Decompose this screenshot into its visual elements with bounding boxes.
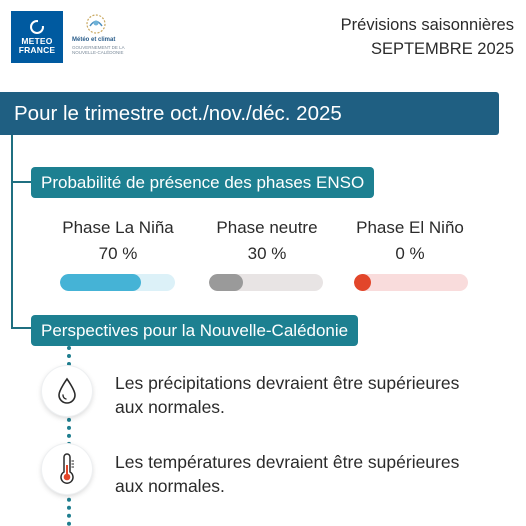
progress-el-nino <box>354 274 468 291</box>
title-line1: Prévisions saisonnières <box>340 16 514 34</box>
progress-fill <box>60 274 141 291</box>
phase-la-nina: Phase La Niña 70 % <box>48 218 188 264</box>
phase-name: Phase neutre <box>216 218 318 237</box>
progress-la-nina <box>60 274 175 291</box>
phase-name: Phase La Niña <box>62 218 174 237</box>
timeline-line <box>11 130 13 327</box>
partner-name: Météo et climat <box>72 37 116 43</box>
progress-neutre <box>209 274 323 291</box>
partner-logo: Météo et climat Gouvernement de la Nouve… <box>72 13 124 63</box>
partner-subtitle: Gouvernement de la Nouvelle-Calédonie <box>72 45 125 55</box>
phase-percent: 70 % <box>98 244 138 263</box>
partner-emblem-icon <box>86 14 106 34</box>
logo-text-line1: METEO <box>21 35 53 46</box>
outlook-text: Les précipitations devraient être supéri… <box>115 373 460 393</box>
phase-percent: 0 % <box>395 244 425 263</box>
progress-fill <box>354 274 371 291</box>
connector-outlook <box>11 327 33 329</box>
period-banner: Pour le trimestre oct./nov./déc. 2025 <box>0 92 499 135</box>
phase-neutre: Phase neutre 30 % <box>197 218 337 264</box>
rain-drop-icon <box>42 366 92 416</box>
phase-name: Phase El Niño <box>356 218 464 237</box>
outlook-text: aux normales. <box>115 397 225 417</box>
phase-percent: 30 % <box>247 244 287 263</box>
outlook-precipitation: Les précipitations devraient être supéri… <box>115 371 505 419</box>
page-title: Prévisions saisonnières SEPTEMBRE 2025 <box>341 13 514 61</box>
outlook-text: aux normales. <box>115 476 225 496</box>
thermometer-icon <box>42 444 92 494</box>
timeline-dots <box>67 346 71 526</box>
meteo-france-logo: METEO FRANCE <box>11 11 63 63</box>
title-line2: SEPTEMBRE 2025 <box>370 40 514 58</box>
outlook-temperature: Les températures devraient être supérieu… <box>115 450 505 498</box>
connector-enso <box>11 181 33 183</box>
phase-el-nino: Phase El Niño 0 % <box>340 218 480 264</box>
meteo-france-mark-icon <box>30 18 45 34</box>
outlook-text: Les températures devraient être supérieu… <box>115 452 460 472</box>
progress-fill <box>209 274 244 291</box>
enso-heading: Probabilité de présence des phases ENSO <box>31 167 375 198</box>
outlook-heading: Perspectives pour la Nouvelle-Calédonie <box>31 315 359 346</box>
logo-text-line2: FRANCE <box>18 44 56 55</box>
